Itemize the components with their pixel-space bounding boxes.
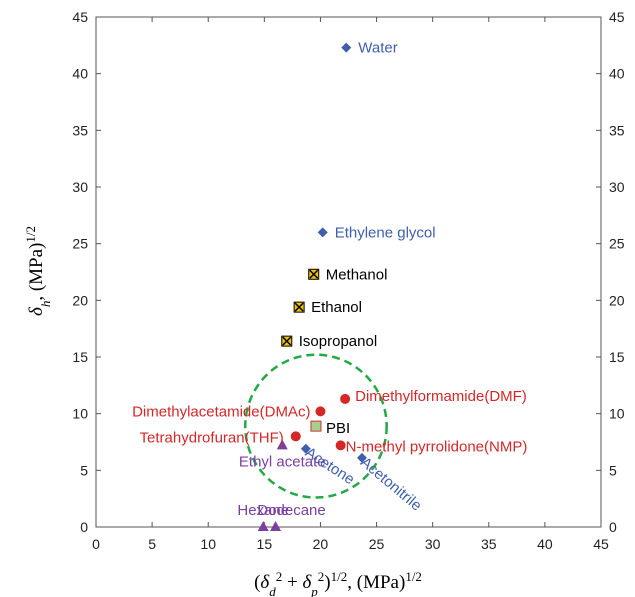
y-tick-label-right: 20 (609, 292, 625, 308)
x-tick-label: 10 (200, 536, 216, 552)
point-tetrahydrofuran-thf (290, 431, 301, 442)
label-isopropanol: Isopropanol (299, 333, 377, 350)
y-tick-label-left: 10 (72, 406, 88, 422)
label-water: Water (358, 40, 397, 57)
point-ethyl-acetate (276, 439, 288, 450)
axis-title-part: , (MPa) (26, 243, 47, 301)
axis-title-part: 1/2 (331, 569, 348, 584)
axis-titles: (δd2 + δp2)1/2, (MPa)1/2 δh, (MPa)1/2 (23, 226, 422, 597)
axis-title-part: ) (324, 572, 330, 593)
x-tick-label: 0 (92, 536, 100, 552)
axis-title-part: δ (260, 572, 270, 593)
y-tick-label-left: 25 (72, 236, 88, 252)
label-acetonitrile: Acetonitrile (357, 454, 425, 515)
label-ethanol: Ethanol (311, 299, 362, 316)
label-hexane: Hexane (237, 502, 289, 519)
x-tick-label: 20 (313, 536, 329, 552)
point-isopropanol (281, 335, 293, 347)
point-hexane (257, 521, 269, 531)
label-dimethylacetamide-dmac: Dimethylacetamide(DMAc) (132, 403, 310, 420)
y-tick-label-right: 35 (609, 122, 625, 138)
point-ethylene-glycol (317, 227, 328, 238)
y-tick-label-right: 0 (609, 519, 617, 535)
point-ethanol-cross-b (294, 302, 304, 312)
axis-title-part: d (269, 584, 276, 597)
axis-title-part: δ (302, 572, 312, 593)
axis-title-part: δ (26, 306, 47, 316)
y-tick-label-right: 40 (609, 66, 625, 82)
data-points (257, 42, 367, 531)
y-tick-label-left: 15 (72, 349, 88, 365)
axis-title-part: , (MPa) (347, 572, 405, 593)
dashed-circle (244, 353, 388, 499)
y-tick-label-left: 30 (72, 179, 88, 195)
y-tick-label-right: 5 (609, 462, 617, 478)
label-pbi: PBI (326, 420, 350, 437)
axis-title-part: 1/2 (405, 569, 422, 584)
axis-title-part: 1/2 (23, 226, 38, 243)
point-pbi (310, 420, 322, 432)
point-ethanol (293, 301, 305, 313)
y-tick-label-right: 25 (609, 236, 625, 252)
point-dimethylacetamide-dmac (315, 406, 326, 417)
y-tick-label-right: 15 (609, 349, 625, 365)
label-n-methyl-pyrrolidone-nmp: N-methyl pyrrolidone(NMP) (346, 438, 528, 455)
axis-title-part: 2 (276, 569, 283, 584)
label-ethyl-acetate: Ethyl acetate (239, 453, 326, 470)
axis-title-part: p (310, 584, 318, 597)
point-water (341, 42, 352, 53)
point-methanol (308, 268, 320, 280)
point-acetonitrile (356, 452, 367, 463)
point-acetone (300, 443, 311, 454)
x-tick-label: 5 (148, 536, 156, 552)
label-methanol: Methanol (326, 266, 388, 283)
label-ethylene-glycol: Ethylene glycol (335, 224, 436, 241)
y-tick-label-left: 0 (80, 519, 88, 535)
label-dodecane: Dodecane (257, 502, 325, 519)
axis-title-part: ( (254, 572, 260, 593)
axis-title-part: h (38, 301, 53, 308)
x-axis-title: (δd2 + δp2)1/2, (MPa)1/2 (254, 569, 422, 597)
point-dodecane (270, 521, 282, 531)
point-labels: Water Ethylene glycol Methanol Ethanol Isopr… (132, 40, 527, 519)
y-tick-label-left: 45 (72, 9, 88, 25)
y-tick-label-right: 30 (609, 179, 625, 195)
point-n-methyl-pyrrolidone-nmp (335, 440, 346, 451)
x-tick-label: 15 (257, 536, 273, 552)
label-tetrahydrofuran-thf: Tetrahydrofuran(THF) (140, 429, 284, 446)
y-tick-label-right: 10 (609, 406, 625, 422)
axis-title-part: + (282, 572, 302, 593)
y-tick-label-left: 20 (72, 292, 88, 308)
point-dimethylformamide-dmf (340, 393, 351, 404)
plot-frame (95, 16, 602, 528)
y-tick-label-left: 5 (80, 462, 88, 478)
x-tick-label: 35 (481, 536, 497, 552)
x-tick-label: 45 (593, 536, 609, 552)
x-tick-label: 25 (369, 536, 385, 552)
plot-border (95, 16, 602, 528)
y-tick-label-left: 40 (72, 66, 88, 82)
point-methanol-cross-b (309, 269, 319, 279)
x-tick-label: 30 (425, 536, 441, 552)
x-tick-label: 40 (537, 536, 553, 552)
y-tick-label-left: 35 (72, 122, 88, 138)
label-dimethylformamide-dmf: Dimethylformamide(DMF) (355, 388, 527, 405)
y-tick-label-right: 45 (609, 9, 625, 25)
point-isopropanol-cross-b (282, 336, 292, 346)
pbi-solubility-circle (244, 353, 388, 499)
axis-title-part: 2 (318, 569, 325, 584)
y-axis-title: δh, (MPa)1/2 (23, 226, 53, 316)
